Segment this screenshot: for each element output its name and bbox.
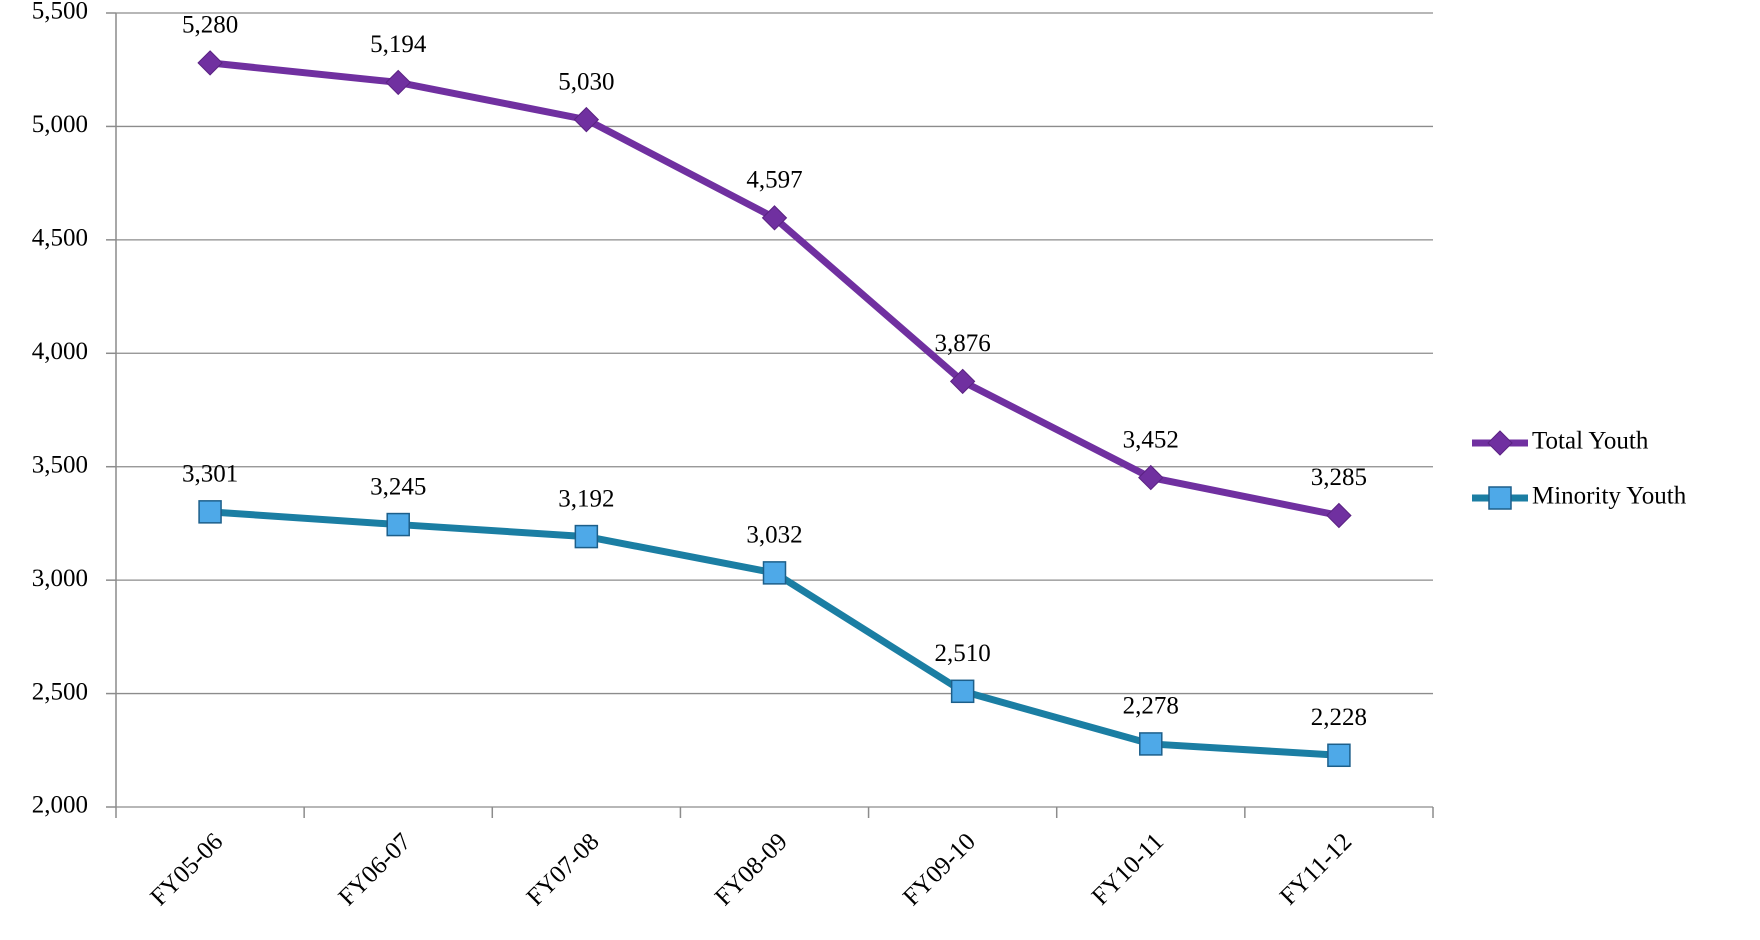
data-label: 5,194 <box>370 31 427 58</box>
legend-label: Total Youth <box>1532 428 1649 455</box>
data-label: 3,876 <box>935 330 991 357</box>
data-label: 4,597 <box>746 167 802 194</box>
point <box>198 500 222 524</box>
point <box>386 512 410 537</box>
point <box>574 524 599 549</box>
point <box>385 69 411 96</box>
legend-label: Minority Youth <box>1532 483 1687 510</box>
point <box>1138 464 1164 491</box>
point <box>950 679 975 704</box>
point <box>762 561 787 585</box>
data-label: 2,510 <box>935 640 991 667</box>
x-tick-label: FY05-06 <box>145 828 228 911</box>
data-label: 3,032 <box>746 522 802 549</box>
data-label: 3,285 <box>1311 464 1367 491</box>
x-tick-label: FY10-11 <box>1087 828 1169 910</box>
data-label: 3,245 <box>370 473 426 500</box>
point <box>949 368 976 395</box>
data-label: 3,192 <box>558 485 614 512</box>
point <box>1487 430 1513 456</box>
y-tick-label: 3,500 <box>32 451 88 478</box>
y-tick-label: 2,500 <box>32 678 88 705</box>
point <box>1488 486 1512 510</box>
point <box>1139 732 1163 756</box>
x-tick-label: FY09-10 <box>898 828 981 911</box>
point <box>1326 502 1352 529</box>
data-label: 3,301 <box>182 461 238 488</box>
y-tick-label: 4,500 <box>32 225 88 252</box>
y-tick-label: 5,000 <box>32 111 88 138</box>
point <box>1327 743 1351 768</box>
x-tick-label: FY06-07 <box>334 828 417 911</box>
x-tick-label: FY11-12 <box>1275 828 1357 910</box>
y-tick-label: 3,000 <box>32 565 88 592</box>
point <box>197 50 223 76</box>
point <box>761 205 788 231</box>
x-tick-label: FY07-08 <box>522 828 605 911</box>
data-label: 2,228 <box>1311 704 1367 731</box>
data-label: 5,280 <box>182 12 238 39</box>
data-label: 5,030 <box>558 68 614 95</box>
point <box>573 106 600 133</box>
data-label: 2,278 <box>1123 693 1179 720</box>
x-tick-label: FY08-09 <box>710 828 793 911</box>
y-tick-label: 5,500 <box>32 0 88 25</box>
data-label: 3,452 <box>1123 426 1179 453</box>
y-tick-label: 2,000 <box>32 792 88 819</box>
y-tick-label: 4,000 <box>32 338 88 365</box>
